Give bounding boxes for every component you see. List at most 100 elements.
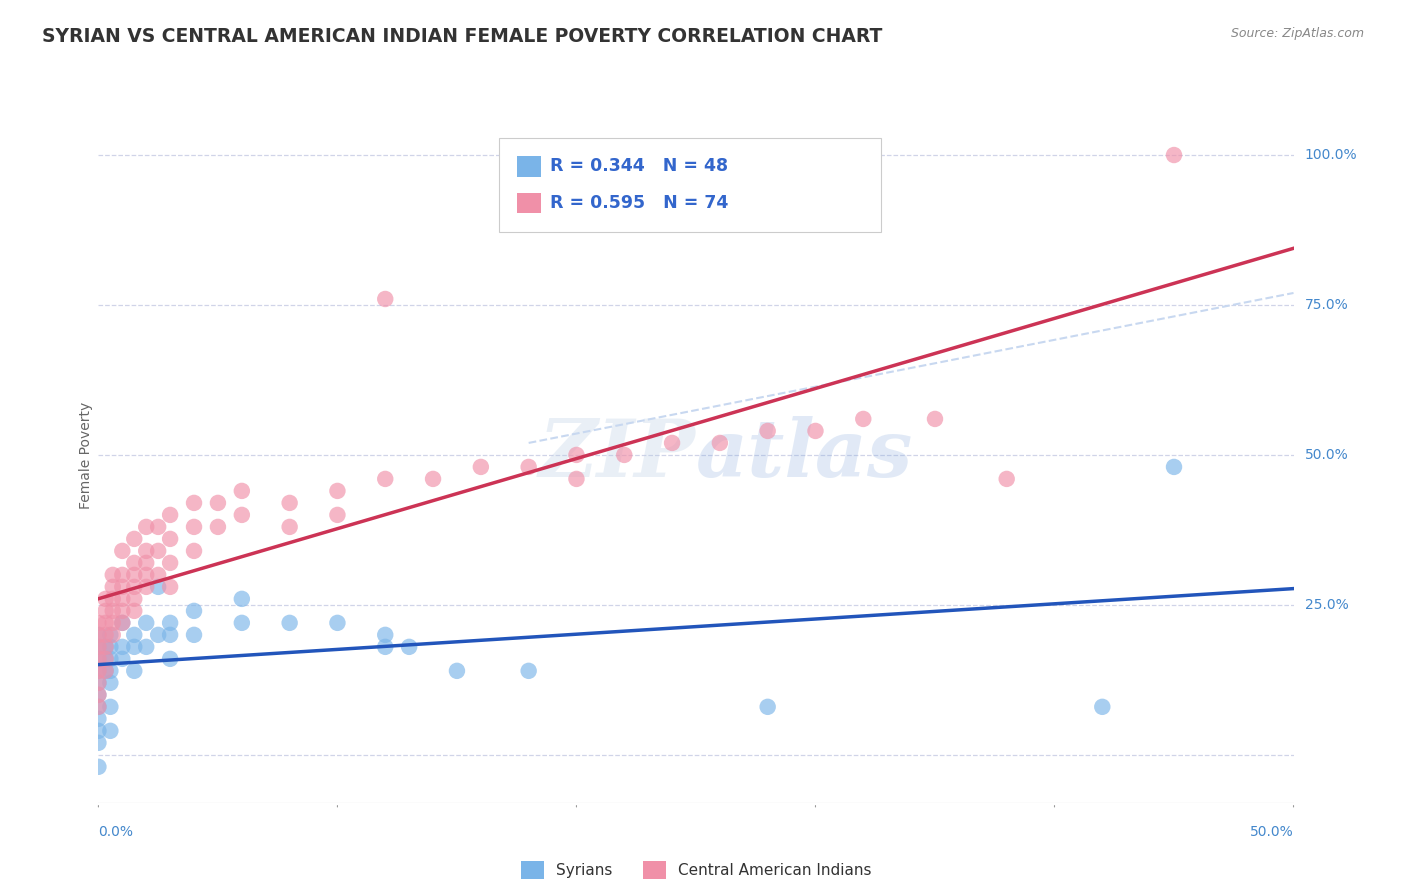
Point	[94, 591, 117, 606]
Point	[94, 664, 117, 678]
Point	[87, 640, 110, 654]
Point	[756, 424, 779, 438]
Point	[101, 615, 124, 630]
Point	[124, 664, 146, 678]
Point	[135, 567, 157, 582]
Point	[470, 459, 492, 474]
Point	[124, 628, 146, 642]
Point	[565, 472, 588, 486]
Point	[87, 699, 110, 714]
Point	[756, 699, 779, 714]
Point	[94, 652, 117, 666]
Text: ZIP: ZIP	[538, 417, 696, 493]
Point	[94, 615, 117, 630]
Point	[124, 567, 146, 582]
Point	[111, 615, 134, 630]
Point	[661, 436, 683, 450]
Text: 50.0%: 50.0%	[1305, 448, 1348, 462]
Point	[87, 664, 110, 678]
Point	[374, 292, 396, 306]
Point	[183, 604, 205, 618]
Point	[94, 640, 117, 654]
Point	[709, 436, 731, 450]
Point	[94, 628, 117, 642]
Point	[124, 591, 146, 606]
Point	[124, 532, 146, 546]
Point	[995, 472, 1018, 486]
Point	[101, 567, 124, 582]
Text: Source: ZipAtlas.com: Source: ZipAtlas.com	[1230, 27, 1364, 40]
Point	[148, 520, 170, 534]
Point	[87, 628, 110, 642]
Point	[613, 448, 636, 462]
Point	[159, 615, 181, 630]
Text: SYRIAN VS CENTRAL AMERICAN INDIAN FEMALE POVERTY CORRELATION CHART: SYRIAN VS CENTRAL AMERICAN INDIAN FEMALE…	[42, 27, 883, 45]
Point	[231, 508, 253, 522]
Point	[98, 723, 122, 738]
Point	[159, 556, 181, 570]
Point	[1163, 148, 1185, 162]
Point	[183, 628, 205, 642]
Point	[159, 652, 181, 666]
Point	[924, 412, 946, 426]
Point	[111, 567, 134, 582]
Point	[565, 448, 588, 462]
Point	[278, 496, 301, 510]
FancyBboxPatch shape	[517, 156, 540, 177]
Y-axis label: Female Poverty: Female Poverty	[79, 401, 93, 508]
Point	[111, 652, 134, 666]
Point	[94, 640, 117, 654]
Point	[374, 472, 396, 486]
Point	[87, 676, 110, 690]
Point	[159, 532, 181, 546]
Point	[87, 760, 110, 774]
Point	[231, 615, 253, 630]
Point	[135, 615, 157, 630]
Point	[98, 676, 122, 690]
Point	[124, 580, 146, 594]
Text: R = 0.595   N = 74: R = 0.595 N = 74	[550, 194, 728, 212]
Point	[87, 615, 110, 630]
Point	[148, 567, 170, 582]
Point	[159, 580, 181, 594]
Point	[98, 699, 122, 714]
Text: R = 0.344   N = 48: R = 0.344 N = 48	[550, 157, 728, 175]
Point	[101, 628, 124, 642]
Point	[94, 664, 117, 678]
Point	[278, 615, 301, 630]
Point	[87, 652, 110, 666]
Point	[87, 712, 110, 726]
Point	[101, 591, 124, 606]
Point	[98, 664, 122, 678]
Point	[98, 640, 122, 654]
Point	[183, 544, 205, 558]
Point	[1091, 699, 1114, 714]
Point	[422, 472, 444, 486]
Point	[148, 544, 170, 558]
Point	[517, 664, 540, 678]
Text: atlas: atlas	[696, 417, 914, 493]
Point	[87, 652, 110, 666]
Point	[124, 640, 146, 654]
Point	[135, 640, 157, 654]
Point	[111, 615, 134, 630]
Point	[398, 640, 420, 654]
Point	[374, 628, 396, 642]
Point	[111, 640, 134, 654]
Point	[207, 520, 229, 534]
Point	[148, 580, 170, 594]
Point	[326, 508, 349, 522]
Point	[101, 604, 124, 618]
Point	[159, 628, 181, 642]
Point	[852, 412, 875, 426]
Point	[374, 640, 396, 654]
Point	[326, 483, 349, 498]
Point	[87, 688, 110, 702]
Point	[87, 676, 110, 690]
Point	[98, 628, 122, 642]
Point	[111, 580, 134, 594]
Text: 25.0%: 25.0%	[1305, 598, 1348, 612]
Point	[135, 556, 157, 570]
Point	[148, 628, 170, 642]
Text: 0.0%: 0.0%	[98, 825, 134, 839]
